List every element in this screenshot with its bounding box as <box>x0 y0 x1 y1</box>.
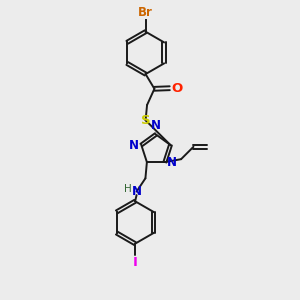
Text: N: N <box>129 139 139 152</box>
Text: N: N <box>167 156 177 169</box>
Text: S: S <box>141 114 150 127</box>
Text: H: H <box>124 184 132 194</box>
Text: I: I <box>133 256 138 269</box>
Text: O: O <box>171 82 182 95</box>
Text: Br: Br <box>138 6 153 19</box>
Text: N: N <box>132 185 142 198</box>
Text: N: N <box>151 119 161 132</box>
